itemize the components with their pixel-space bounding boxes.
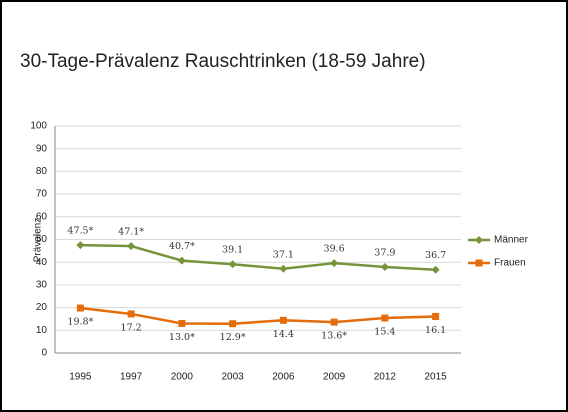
x-tick-label: 2003 [222,372,245,383]
marker [380,262,389,271]
legend-label: Männer [494,235,529,246]
y-tick-label: 10 [36,325,48,336]
series-line [80,243,436,271]
marker [330,259,339,268]
data-label: 39.1 [222,245,243,256]
data-label: 15.4 [374,327,395,338]
y-tick-label: 20 [36,302,48,313]
marker [432,312,440,320]
legend-label: Frauen [494,258,526,269]
y-tick-label: 30 [36,280,48,291]
x-tick-label: 2006 [272,372,295,383]
marker [279,316,287,324]
data-label: 40.7* [169,241,195,252]
marker [177,256,186,265]
y-tick-label: 50 [36,234,48,245]
marker [431,265,440,274]
marker [178,319,186,327]
x-tick-label: 1995 [69,372,92,383]
data-label: 47.5* [67,226,93,237]
data-label: 37.9 [374,247,395,258]
data-label: 14.4 [273,329,294,340]
x-tick-label: 2000 [171,372,194,383]
y-tick-label: 0 [41,348,47,359]
x-tick-label: 1997 [120,372,143,383]
data-label: 13.6* [321,331,347,342]
y-tick-label: 40 [36,257,48,268]
legend-marker [475,259,483,267]
data-label: 16.1 [425,325,446,336]
legend-marker [475,236,483,244]
data-label: 17.2 [121,322,142,333]
y-tick-label: 70 [36,189,48,200]
series-line [80,306,436,325]
data-label: 12.9* [220,332,246,343]
marker [127,310,135,318]
data-label: 47.1* [118,227,144,238]
marker [381,314,389,322]
x-tick-label: 2012 [374,372,397,383]
data-label: 36.7 [425,250,446,261]
x-tick-label: 2015 [425,372,448,383]
y-axis-label: Prävalenz [33,218,44,262]
marker [76,241,85,250]
y-tick-label: 60 [36,211,48,222]
chart-title: 30-Tage-Prävalenz Rauschtrinken (18-59 J… [20,51,426,72]
marker [330,318,338,326]
marker [76,304,84,312]
y-tick-label: 80 [36,166,48,177]
marker [127,242,136,251]
marker [228,260,237,269]
y-tick-label: 90 [36,143,48,154]
x-tick-label: 2009 [323,372,346,383]
marker [229,320,237,328]
marker [279,264,288,273]
data-label: 39.6 [324,244,345,255]
y-tick-label: 100 [30,121,47,132]
data-label: 19.8* [67,317,93,328]
data-label: 37.1 [273,249,294,260]
data-label: 13.0* [169,332,195,343]
